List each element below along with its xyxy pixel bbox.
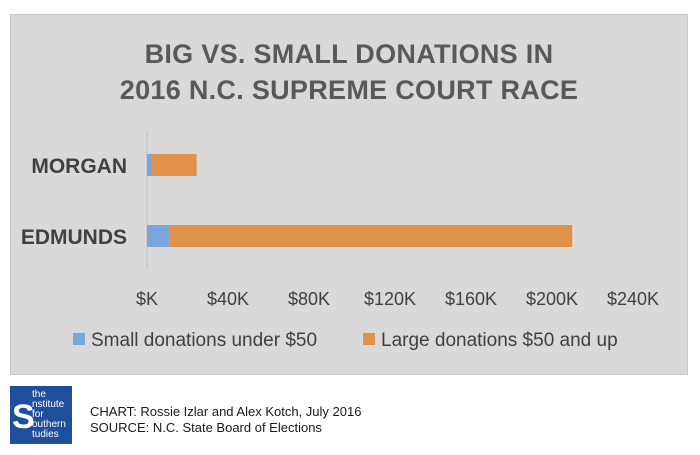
category-labels: MORGAN EDMUNDS bbox=[21, 155, 127, 249]
category-label-edmunds: EDMUNDS bbox=[21, 226, 127, 249]
chart-source: SOURCE: N.C. State Board of Elections bbox=[90, 420, 322, 435]
x-tick-label: $160K bbox=[445, 289, 497, 309]
legend-swatch-small bbox=[73, 333, 85, 345]
legend: Small donations under $50 Large donation… bbox=[73, 330, 618, 351]
chart-title-line-1: BIG VS. SMALL DONATIONS IN bbox=[145, 39, 554, 69]
x-tick-label: $K bbox=[136, 289, 158, 309]
logo-text-line: outhern bbox=[32, 419, 66, 430]
category-label-morgan: MORGAN bbox=[31, 155, 127, 178]
chart-panel: BIG VS. SMALL DONATIONS IN 2016 N.C. SUP… bbox=[10, 14, 688, 375]
bar-morgan-large bbox=[152, 154, 197, 176]
chart-title-line-2: 2016 N.C. SUPREME COURT RACE bbox=[120, 75, 579, 105]
institute-logo: S the nstitute for outhern tudies bbox=[10, 386, 72, 444]
credits: CHART: Rossie Izlar and Alex Kotch, July… bbox=[90, 404, 361, 436]
chart-credit: CHART: Rossie Izlar and Alex Kotch, July… bbox=[90, 404, 362, 419]
x-tick-label: $200K bbox=[526, 289, 578, 309]
x-tick-label: $40K bbox=[207, 289, 249, 309]
bar-edmunds-large bbox=[169, 225, 573, 247]
bar-edmunds-small bbox=[147, 225, 170, 247]
x-tick-labels: $K $40K $80K $120K $160K $200K $240K bbox=[136, 289, 659, 309]
footer: S the nstitute for outhern tudies CHART:… bbox=[10, 386, 690, 448]
legend-label-small: Small donations under $50 bbox=[91, 330, 317, 351]
chart-svg: BIG VS. SMALL DONATIONS IN 2016 N.C. SUP… bbox=[21, 39, 659, 351]
bars-group bbox=[147, 154, 573, 247]
logo-text-line: the bbox=[32, 389, 46, 400]
legend-swatch-large bbox=[363, 333, 375, 345]
logo-initial: S bbox=[12, 398, 35, 436]
x-tick-label: $120K bbox=[364, 289, 416, 309]
x-tick-label: $80K bbox=[288, 289, 330, 309]
legend-label-large: Large donations $50 and up bbox=[381, 330, 618, 351]
x-tick-label: $240K bbox=[607, 289, 659, 309]
bar-morgan-small bbox=[147, 154, 153, 176]
logo-text-line: nstitute bbox=[32, 399, 65, 410]
logo-text-line: for bbox=[32, 409, 44, 420]
logo-text-line: tudies bbox=[32, 429, 59, 440]
